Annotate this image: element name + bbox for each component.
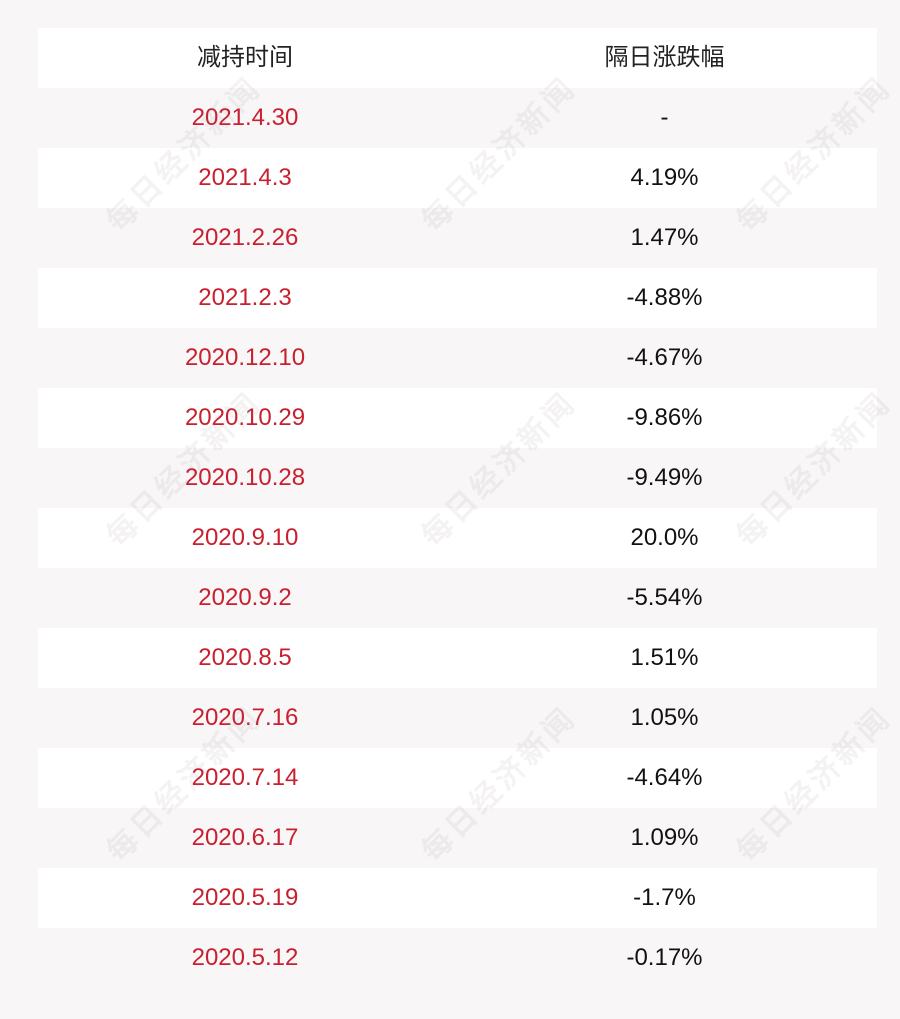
- change-cell: -9.86%: [626, 404, 703, 431]
- date-cell: 2020.7.14: [191, 764, 299, 791]
- table-row: 2020.8.5 1.51%: [38, 628, 877, 688]
- date-cell: 2020.8.5: [198, 644, 292, 671]
- table-row: 2021.2.3 -4.88%: [38, 268, 877, 328]
- date-cell: 2020.9.2: [198, 584, 292, 611]
- table-body: 2021.4.30-2021.4.3 4.19% 2021.2.26 1.47% 202…: [38, 88, 877, 988]
- date-cell: 2020.12.10: [184, 344, 306, 371]
- date-cell: 2020.10.28: [184, 464, 306, 491]
- change-cell: -4.64%: [626, 764, 703, 791]
- table-row: 2020.10.28 -9.49%: [38, 448, 877, 508]
- date-cell: 2020.7.16: [191, 704, 299, 731]
- table-row: 2020.12.10 -4.67%: [38, 328, 877, 388]
- change-cell: 4.19%: [630, 164, 699, 191]
- date-cell: 2020.5.12: [191, 944, 299, 971]
- change-cell: -1.7%: [633, 884, 696, 911]
- header-date: 减持时间: [197, 44, 293, 71]
- change-cell: -4.88%: [626, 284, 703, 311]
- table-row: 2020.5.19 -1.7%: [38, 868, 877, 928]
- change-cell: -0.17%: [626, 944, 703, 971]
- change-cell: -9.49%: [626, 464, 703, 491]
- date-cell: 2020.6.17: [191, 824, 299, 851]
- date-cell: 2021.2.3: [198, 284, 292, 311]
- table-row: 2020.9.2 -5.54%: [38, 568, 877, 628]
- table-row: 2020.5.12 -0.17%: [38, 928, 877, 988]
- change-cell: -: [660, 104, 669, 131]
- table-row: 2020.9.10 20.0%: [38, 508, 877, 568]
- date-cell: 2020.10.29: [184, 404, 306, 431]
- table-row: 2021.4.30 -: [38, 88, 877, 148]
- change-cell: -5.54%: [626, 584, 703, 611]
- table-row: 2021.2.26 1.47%: [38, 208, 877, 268]
- table-row: 2021.4.3 4.19%: [38, 148, 877, 208]
- date-cell: 2020.9.10: [191, 524, 299, 551]
- change-cell: 1.51%: [630, 644, 699, 671]
- table-row: 2020.10.29 -9.86%: [38, 388, 877, 448]
- date-cell: 2021.4.3: [198, 164, 292, 191]
- header-change: 隔日涨跌幅: [604, 44, 725, 71]
- change-cell: 1.09%: [630, 824, 699, 851]
- table-row: 2020.7.16 1.05%: [38, 688, 877, 748]
- date-cell: 2020.5.19: [191, 884, 299, 911]
- table-row: 2020.6.17 1.09%: [38, 808, 877, 868]
- change-cell: -4.67%: [626, 344, 703, 371]
- table-header-row: 减持时间 隔日涨跌幅: [38, 28, 877, 88]
- date-cell: 2021.2.26: [191, 224, 299, 251]
- table-row: 2020.7.14 -4.64%: [38, 748, 877, 808]
- change-cell: 20.0%: [630, 524, 699, 551]
- reduction-table: 减持时间 隔日涨跌幅 2021.4.30 - 2021.4.3 4.19% 2021.2…: [38, 28, 877, 988]
- date-cell: 2021.4.30: [191, 104, 299, 131]
- change-cell: 1.05%: [630, 704, 699, 731]
- change-cell: 1.47%: [630, 224, 699, 251]
